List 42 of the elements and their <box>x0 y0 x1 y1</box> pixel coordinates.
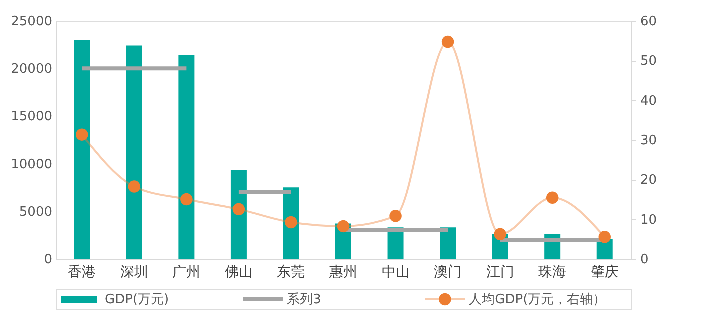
bar <box>440 228 456 259</box>
x-tick-label: 东莞 <box>277 264 306 280</box>
point <box>128 180 141 193</box>
x-tick-label: 佛山 <box>224 264 253 280</box>
y-tick-label: 5000 <box>19 204 52 220</box>
x-tick-label: 澳门 <box>434 264 462 280</box>
y-tick-label: 10000 <box>11 157 52 172</box>
y-tick-label: 20000 <box>11 62 52 78</box>
point <box>232 203 246 216</box>
y2-tick-label: 0 <box>640 252 649 268</box>
x-tick-label: 江门 <box>486 264 514 280</box>
x-tick-label: 珠海 <box>538 264 567 280</box>
y-tick-label: 0 <box>44 252 52 268</box>
point <box>598 231 611 244</box>
y2-tick-label: 30 <box>640 134 658 148</box>
bar <box>74 40 90 259</box>
x-tick-label: 惠州 <box>328 264 358 280</box>
y2-tick-label: 40 <box>640 94 658 109</box>
y2-tick-label: 10 <box>640 212 658 228</box>
bar <box>178 55 195 259</box>
point <box>337 220 350 233</box>
legend-label: GDP(万元) <box>105 292 170 308</box>
x-tick-label: 广州 <box>172 264 201 280</box>
y2-tick-label: 20 <box>640 173 658 188</box>
y-tick-label: 15000 <box>11 110 52 125</box>
point <box>494 228 506 241</box>
y-tick-label: 25000 <box>11 14 52 30</box>
point <box>76 128 88 141</box>
bar <box>126 46 142 259</box>
x-tick-label: 深圳 <box>120 264 148 280</box>
y2-tick-label: 60 <box>640 14 658 30</box>
point <box>390 210 402 222</box>
x-tick-label: 肇庆 <box>590 264 619 280</box>
point <box>285 216 298 229</box>
point <box>180 193 193 206</box>
legend-label: 人均GDP(万元，右轴） <box>469 292 606 308</box>
x-tick-label: 香港 <box>68 264 96 280</box>
legend-label: 系列3 <box>287 292 322 308</box>
y2-tick-label: 50 <box>640 54 658 70</box>
x-tick-label: 中山 <box>382 264 410 280</box>
point <box>546 192 559 204</box>
point <box>442 36 454 48</box>
